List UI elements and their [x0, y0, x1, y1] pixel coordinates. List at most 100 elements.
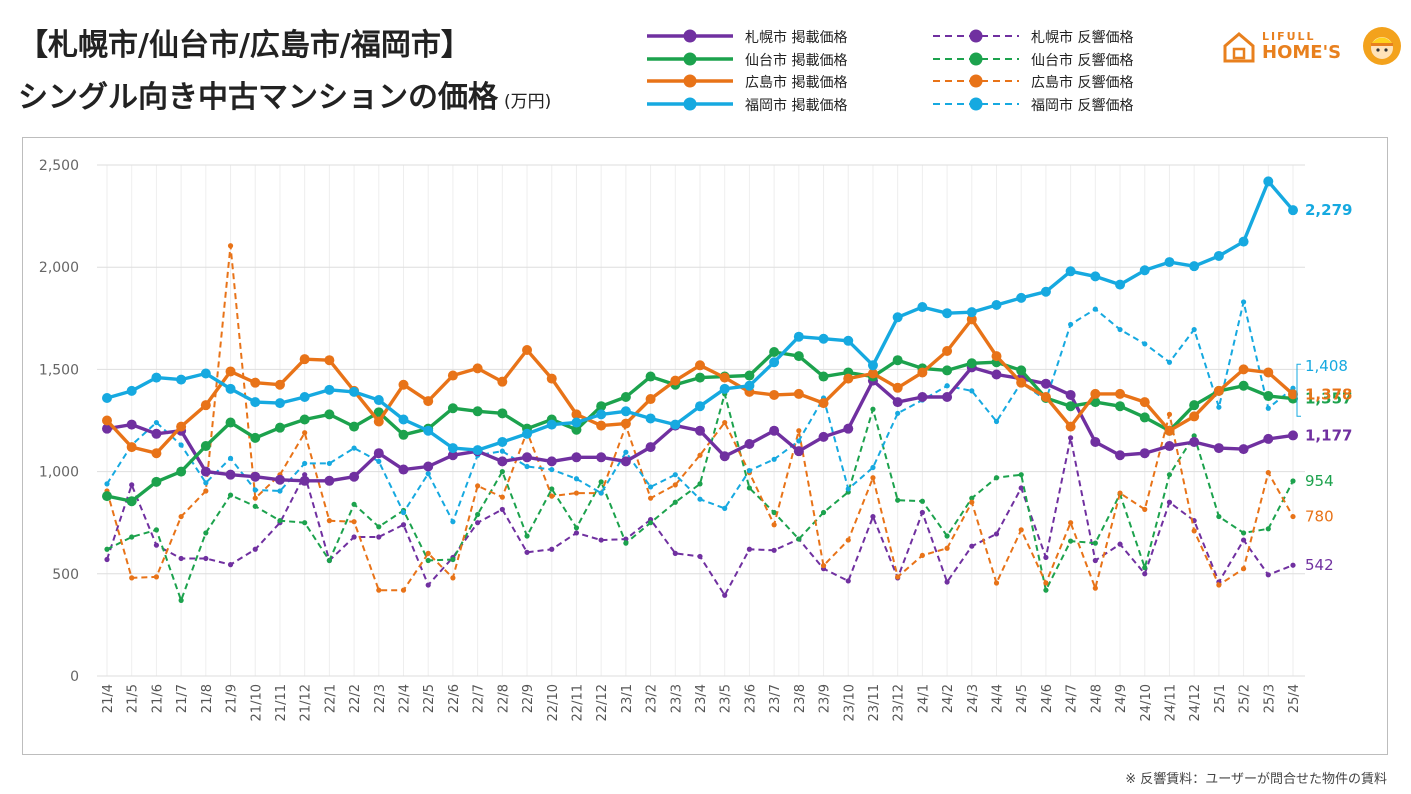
data-point — [524, 533, 530, 539]
data-point — [573, 530, 580, 536]
legend-label: 福岡市 反響価格 — [1031, 98, 1134, 114]
x-tick-label: 22/5 — [422, 684, 437, 713]
data-point — [746, 485, 753, 491]
data-point — [1166, 499, 1173, 505]
data-point — [299, 414, 310, 425]
end-value-label: 2,279 — [1305, 201, 1352, 219]
data-point — [1065, 401, 1076, 412]
data-point — [645, 394, 656, 405]
data-point — [546, 456, 557, 467]
data-point — [349, 386, 360, 397]
data-point — [1240, 537, 1247, 543]
data-point — [274, 422, 285, 433]
data-point — [227, 492, 234, 498]
data-point — [993, 531, 1000, 537]
data-point — [944, 533, 950, 539]
data-point — [302, 460, 308, 467]
data-point — [1189, 436, 1200, 447]
data-point — [917, 302, 928, 313]
data-point — [942, 308, 953, 319]
data-point — [620, 391, 631, 402]
x-tick-label: 21/10 — [249, 684, 264, 721]
data-point — [549, 466, 555, 473]
data-point — [200, 466, 211, 477]
data-point — [200, 400, 211, 411]
data-point — [475, 511, 481, 518]
data-point — [1189, 411, 1200, 422]
data-point — [993, 580, 1000, 586]
house-icon — [1223, 32, 1255, 63]
data-point — [299, 475, 310, 486]
data-point — [1265, 572, 1271, 578]
data-point — [771, 456, 777, 462]
data-point — [497, 456, 508, 467]
data-point — [944, 383, 950, 389]
data-point — [1068, 538, 1074, 544]
data-point — [919, 552, 925, 559]
data-point — [1139, 412, 1150, 423]
data-point — [1139, 265, 1150, 276]
legend-label: 広島市 反響価格 — [1031, 75, 1134, 91]
data-point — [1164, 441, 1175, 452]
data-point — [942, 391, 953, 402]
data-point — [1238, 444, 1249, 455]
data-point — [596, 401, 607, 412]
data-point — [1090, 271, 1101, 282]
data-point — [944, 545, 950, 551]
data-point — [573, 525, 580, 531]
legend-label: 福岡市 掲載価格 — [745, 98, 848, 114]
data-point — [1240, 299, 1247, 305]
data-point — [719, 372, 730, 383]
data-point — [966, 358, 977, 369]
x-tick-label: 24/3 — [966, 684, 981, 713]
data-point — [499, 506, 505, 513]
data-point — [497, 408, 508, 419]
legend-swatch — [647, 74, 733, 88]
data-point — [571, 417, 582, 428]
data-point — [1213, 443, 1224, 454]
data-point — [549, 546, 555, 552]
x-tick-label: 23/6 — [743, 684, 758, 713]
x-tick-label: 25/2 — [1238, 684, 1253, 713]
x-tick-label: 23/8 — [793, 684, 808, 713]
data-point — [499, 448, 505, 454]
data-point — [722, 419, 728, 426]
data-point — [176, 374, 187, 385]
data-point — [1290, 385, 1296, 391]
data-point — [1263, 433, 1274, 444]
data-point — [151, 448, 162, 459]
data-point — [695, 401, 705, 412]
data-point — [993, 418, 1000, 425]
data-point — [1065, 421, 1076, 432]
data-point — [252, 503, 258, 509]
data-point — [549, 486, 555, 492]
data-point — [843, 335, 854, 346]
data-point — [203, 480, 209, 486]
data-point — [250, 397, 261, 408]
x-tick-label: 24/1 — [916, 684, 931, 713]
data-point — [450, 575, 456, 581]
data-point — [670, 419, 681, 430]
data-point — [153, 542, 160, 548]
data-point — [447, 370, 458, 381]
data-point — [326, 557, 332, 564]
data-point — [1117, 541, 1123, 547]
line-chart: 0 500 1,000 1,500 2,000 2,500 21/4 21/5 21/6 21/7… — [39, 158, 1353, 721]
data-point — [596, 452, 607, 463]
data-point — [252, 546, 258, 552]
data-point — [1117, 326, 1123, 333]
data-point — [672, 472, 678, 478]
data-point — [447, 443, 458, 454]
data-point — [250, 377, 261, 388]
x-tick-label: 22/9 — [521, 684, 536, 713]
data-point — [820, 563, 827, 569]
legend-label: 仙台市 反響価格 — [1031, 53, 1134, 69]
data-point — [771, 547, 777, 553]
x-tick-label: 22/1 — [323, 684, 338, 713]
data-point — [892, 312, 903, 323]
data-point — [1238, 236, 1249, 247]
x-tick-label: 21/6 — [150, 684, 165, 713]
x-tick-label: 24/11 — [1163, 684, 1178, 721]
data-point — [524, 463, 530, 470]
data-point — [1142, 565, 1148, 571]
